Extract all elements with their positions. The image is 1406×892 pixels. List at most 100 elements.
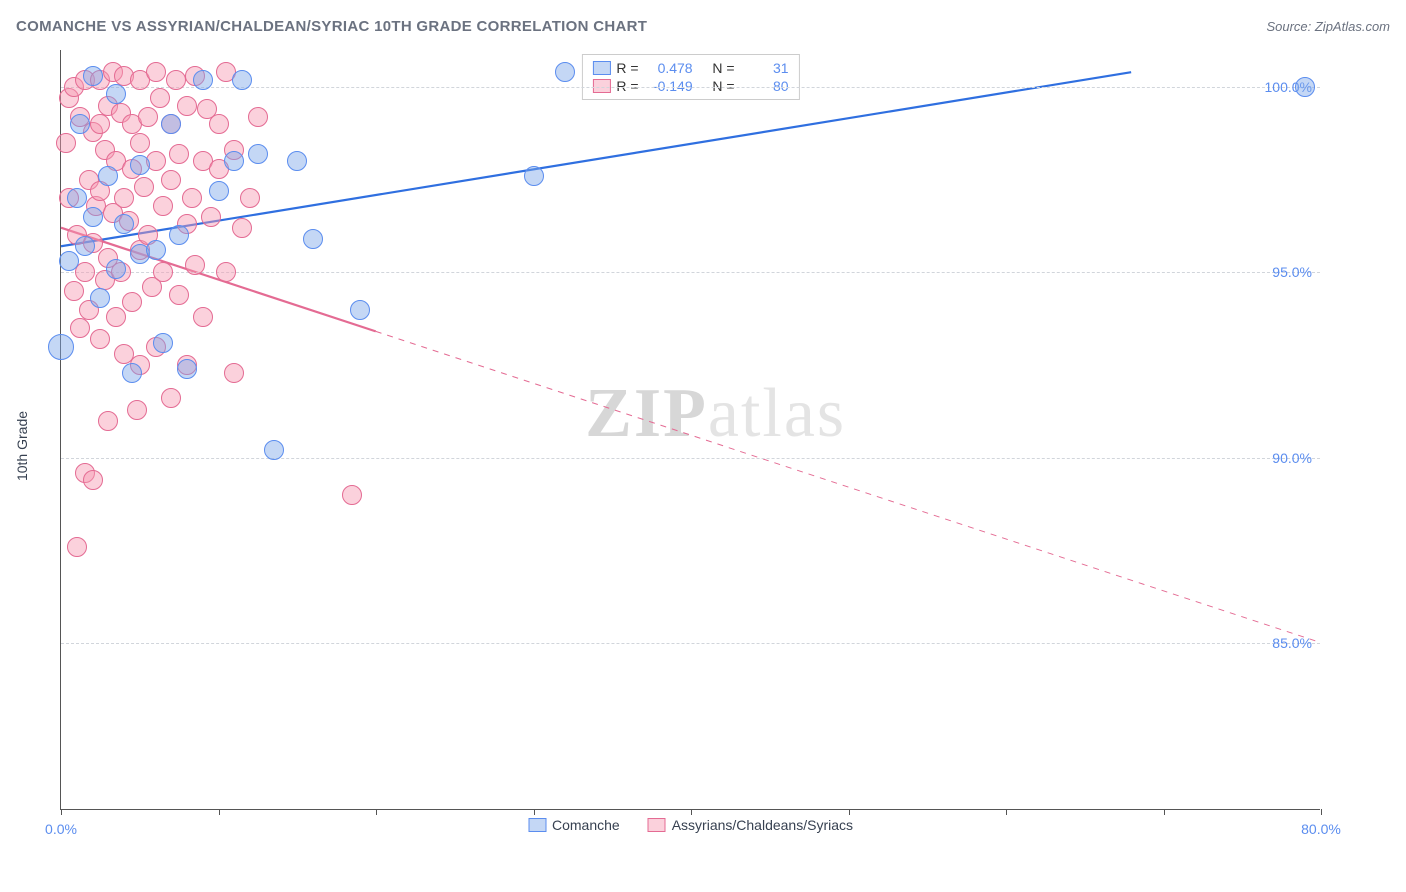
chart-header: COMANCHE VS ASSYRIAN/CHALDEAN/SYRIAC 10T…	[16, 18, 1390, 35]
scatter-point	[153, 262, 173, 282]
scatter-point	[150, 88, 170, 108]
gridline-h	[61, 87, 1320, 88]
scatter-point	[130, 133, 150, 153]
gridline-h	[61, 272, 1320, 273]
x-tick	[1164, 809, 1165, 815]
scatter-point	[64, 281, 84, 301]
chart-title: COMANCHE VS ASSYRIAN/CHALDEAN/SYRIAC 10T…	[16, 18, 647, 35]
scatter-point	[122, 292, 142, 312]
scatter-point	[130, 155, 150, 175]
x-tick	[376, 809, 377, 815]
scatter-point	[555, 62, 575, 82]
scatter-point	[153, 196, 173, 216]
scatter-point	[106, 259, 126, 279]
r-value: -0.149	[645, 78, 693, 94]
scatter-point	[83, 470, 103, 490]
legend-swatch-icon	[528, 818, 546, 832]
scatter-point	[209, 181, 229, 201]
x-tick	[1006, 809, 1007, 815]
scatter-point	[193, 70, 213, 90]
x-tick	[849, 809, 850, 815]
legend-label: Assyrians/Chaldeans/Syriacs	[672, 817, 853, 833]
scatter-point	[182, 188, 202, 208]
scatter-point	[232, 70, 252, 90]
x-tick-label: 80.0%	[1301, 821, 1341, 837]
scatter-point	[161, 170, 181, 190]
scatter-point	[177, 96, 197, 116]
scatter-point	[169, 285, 189, 305]
scatter-point	[67, 537, 87, 557]
y-tick-label: 85.0%	[1272, 635, 1312, 651]
legend-stats: R = 0.478 N = 31 R = -0.149 N = 80	[581, 54, 799, 100]
legend-item-assyrian: Assyrians/Chaldeans/Syriacs	[648, 817, 853, 833]
scatter-point	[134, 177, 154, 197]
scatter-point	[83, 207, 103, 227]
scatter-point	[224, 363, 244, 383]
scatter-point	[216, 262, 236, 282]
scatter-point	[232, 218, 252, 238]
r-label: R =	[616, 60, 638, 76]
scatter-point	[122, 363, 142, 383]
scatter-point	[90, 114, 110, 134]
watermark-atlas: atlas	[708, 375, 846, 452]
scatter-point	[240, 188, 260, 208]
x-tick-label: 0.0%	[45, 821, 77, 837]
scatter-point	[161, 388, 181, 408]
n-label: N =	[712, 78, 734, 94]
scatter-point	[59, 251, 79, 271]
scatter-point	[209, 114, 229, 134]
scatter-point	[138, 107, 158, 127]
x-tick	[219, 809, 220, 815]
scatter-point	[169, 144, 189, 164]
scatter-point	[70, 114, 90, 134]
scatter-point	[70, 318, 90, 338]
chart-source: Source: ZipAtlas.com	[1266, 19, 1390, 34]
x-tick	[534, 809, 535, 815]
scatter-point	[161, 114, 181, 134]
legend-swatch-assyrian	[592, 79, 610, 93]
plot-area: ZIPatlas R = 0.478 N = 31 R = -0.149 N =…	[60, 50, 1320, 810]
scatter-point	[1295, 77, 1315, 97]
watermark: ZIPatlas	[585, 374, 846, 454]
scatter-point	[166, 70, 186, 90]
scatter-point	[75, 236, 95, 256]
scatter-point	[98, 411, 118, 431]
scatter-point	[114, 214, 134, 234]
scatter-point	[90, 288, 110, 308]
scatter-point	[185, 255, 205, 275]
scatter-point	[350, 300, 370, 320]
scatter-point	[342, 485, 362, 505]
scatter-point	[524, 166, 544, 186]
scatter-point	[248, 107, 268, 127]
scatter-point	[264, 440, 284, 460]
scatter-point	[177, 359, 197, 379]
legend-item-comanche: Comanche	[528, 817, 620, 833]
scatter-point	[56, 133, 76, 153]
scatter-point	[146, 240, 166, 260]
gridline-h	[61, 458, 1320, 459]
scatter-point	[201, 207, 221, 227]
watermark-zip: ZIP	[585, 375, 708, 452]
scatter-point	[303, 229, 323, 249]
regression-lines	[61, 50, 1320, 809]
y-tick-label: 90.0%	[1272, 450, 1312, 466]
regression-line-dashed	[376, 331, 1320, 642]
scatter-point	[106, 84, 126, 104]
scatter-point	[153, 333, 173, 353]
scatter-point	[127, 400, 147, 420]
scatter-point	[114, 188, 134, 208]
x-tick	[691, 809, 692, 815]
scatter-point	[67, 188, 87, 208]
scatter-point	[169, 225, 189, 245]
legend-swatch-icon	[648, 818, 666, 832]
scatter-point	[90, 329, 110, 349]
legend-stats-row-1: R = -0.149 N = 80	[592, 78, 788, 94]
scatter-point	[83, 66, 103, 86]
scatter-point	[287, 151, 307, 171]
scatter-point	[106, 307, 126, 327]
x-tick	[61, 809, 62, 815]
x-tick	[1321, 809, 1322, 815]
scatter-point	[248, 144, 268, 164]
r-value: 0.478	[645, 60, 693, 76]
n-label: N =	[712, 60, 734, 76]
